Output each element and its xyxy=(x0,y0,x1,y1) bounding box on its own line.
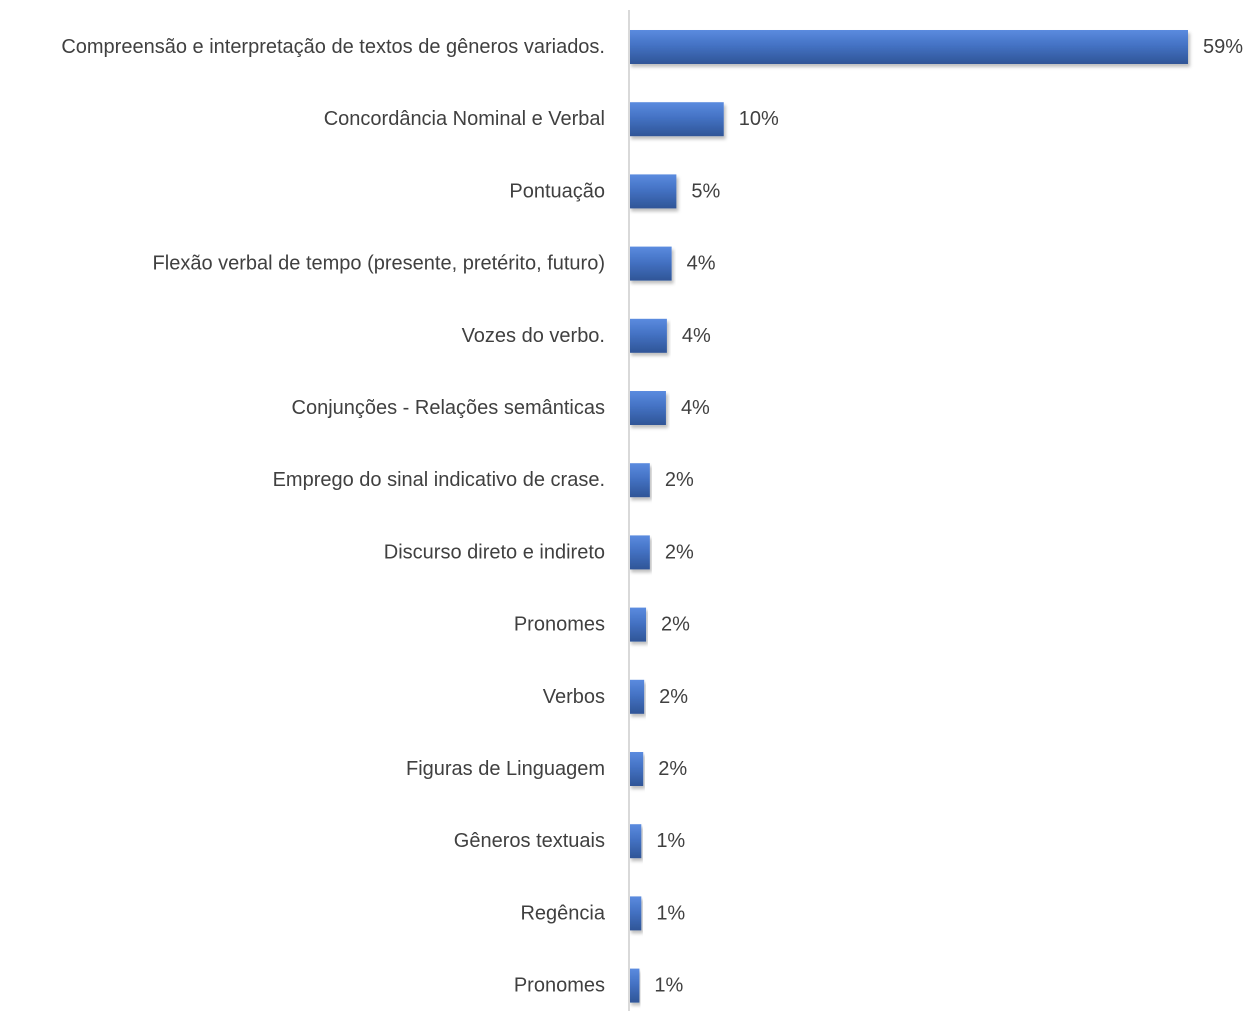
category-label-7: Emprego do sinal indicativo de crase. xyxy=(273,469,605,491)
category-label-3: Pontuação xyxy=(509,180,605,202)
value-label-4: 4% xyxy=(687,253,716,275)
category-label-4: Flexão verbal de tempo (presente, pretér… xyxy=(153,253,605,275)
category-label-9: Pronomes xyxy=(514,614,605,636)
value-label-1: 59% xyxy=(1203,36,1243,58)
bar-10 xyxy=(629,679,645,714)
value-label-11: 2% xyxy=(658,758,687,780)
bar-7 xyxy=(629,463,650,498)
bar-12 xyxy=(629,824,642,859)
value-label-9: 2% xyxy=(661,614,690,636)
value-label-8: 2% xyxy=(665,541,694,563)
bar-4 xyxy=(629,246,672,281)
bar-11 xyxy=(629,752,644,786)
category-label-13: Regência xyxy=(520,902,605,924)
category-labels-layer: Compreensão e interpretação de textos de… xyxy=(61,36,606,997)
category-label-14: Pronomes xyxy=(514,975,605,997)
category-label-12: Gêneros textuais xyxy=(454,830,605,852)
value-label-10: 2% xyxy=(659,686,688,708)
bar-5 xyxy=(629,318,667,353)
value-labels-layer: 59% 10% 5% 4% 4% 4% 2% 2% 2% 2% 2% 1% 1% 1% xyxy=(654,36,1243,997)
value-label-14: 1% xyxy=(654,975,683,997)
value-label-2: 10% xyxy=(739,108,779,130)
category-label-2: Concordância Nominal e Verbal xyxy=(324,108,605,130)
bar-8 xyxy=(629,535,650,570)
category-label-10: Verbos xyxy=(543,686,605,708)
value-label-7: 2% xyxy=(665,469,694,491)
category-label-5: Vozes do verbo. xyxy=(462,325,605,347)
category-label-6: Conjunções - Relações semânticas xyxy=(292,397,606,419)
category-label-8: Discurso direto e indireto xyxy=(384,541,605,563)
bar-3 xyxy=(629,174,677,209)
value-label-6: 4% xyxy=(681,397,710,419)
category-label-11: Figuras de Linguagem xyxy=(406,758,605,780)
bar-1 xyxy=(629,30,1188,64)
bar-6 xyxy=(629,391,666,425)
value-label-13: 1% xyxy=(656,902,685,924)
value-label-3: 5% xyxy=(691,180,720,202)
bar-2 xyxy=(629,102,724,137)
bar-9 xyxy=(629,607,647,642)
bar-14 xyxy=(629,968,640,1003)
category-label-1: Compreensão e interpretação de textos de… xyxy=(61,36,605,58)
value-label-5: 4% xyxy=(682,325,711,347)
bars-layer xyxy=(629,30,1188,1003)
bar-13 xyxy=(629,896,642,931)
value-label-12: 1% xyxy=(656,830,685,852)
